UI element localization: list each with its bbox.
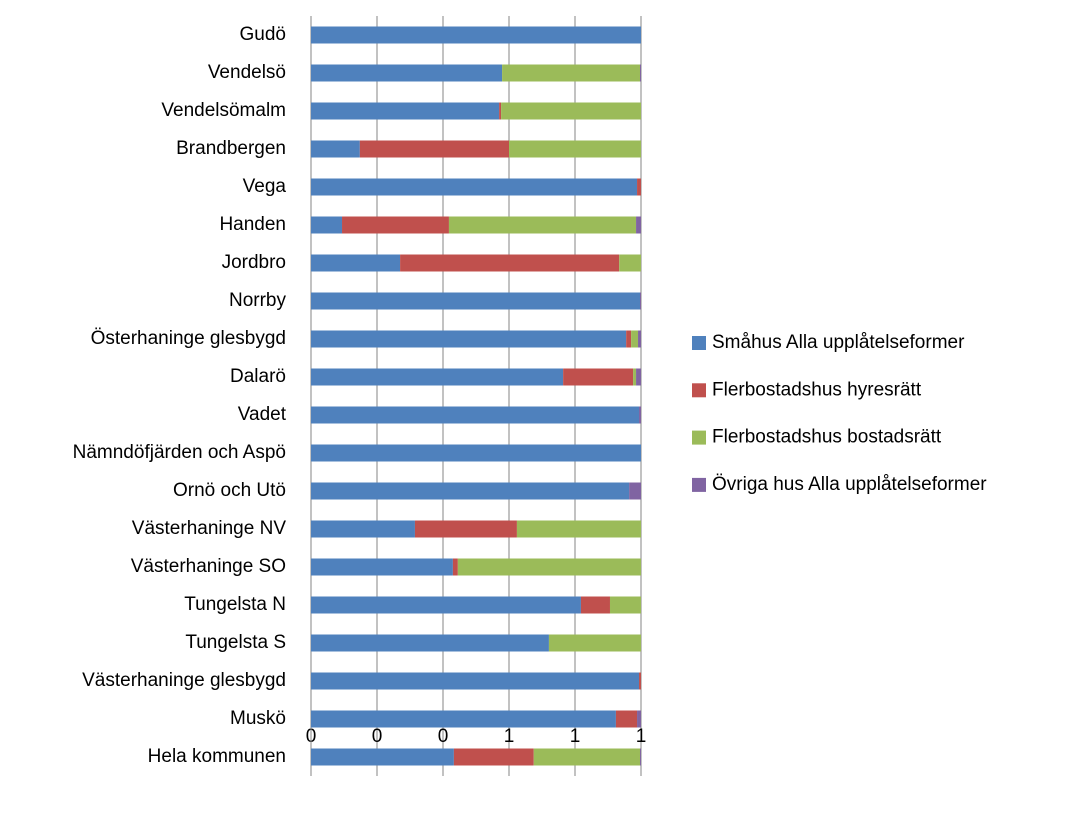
bar-segment — [615, 710, 638, 728]
bar-segment — [359, 140, 509, 158]
y-tick-label: Brandbergen — [176, 138, 286, 159]
y-tick-label: Österhaninge glesbygd — [91, 328, 286, 349]
bar-segment — [311, 444, 641, 462]
bar-segment — [311, 330, 627, 348]
bar-segment — [311, 178, 638, 196]
bar-segment — [633, 368, 637, 386]
bar-segment — [311, 520, 415, 538]
bar-segment — [311, 672, 640, 690]
y-tick-label: Tungelsta N — [184, 594, 286, 615]
bar-segment — [533, 748, 641, 766]
bar-segment — [640, 292, 641, 310]
y-tick-label: Hela kommunen — [148, 746, 286, 767]
bar-segment — [311, 634, 549, 652]
legend-label: Flerbostadshus hyresrätt — [712, 379, 922, 400]
bar-segment — [639, 406, 641, 424]
bar-segment — [311, 140, 360, 158]
bar-segment — [626, 330, 632, 348]
bar-segment — [640, 64, 641, 82]
x-tick-label: 1 — [636, 726, 647, 747]
bar-segment — [311, 596, 581, 614]
bar-segment — [311, 368, 564, 386]
bar-segment — [636, 216, 641, 234]
bar-segment — [311, 292, 641, 310]
legend-swatch — [692, 430, 706, 445]
bar-segment — [638, 330, 641, 348]
bar-segment — [311, 102, 500, 120]
bar-segment — [311, 26, 641, 44]
y-tick-label: Västerhaninge NV — [132, 518, 287, 539]
legend-swatch — [692, 477, 706, 492]
bar-segment — [509, 140, 641, 158]
bar-segment — [342, 216, 449, 234]
bar-segment — [311, 482, 630, 500]
bar-segment — [580, 596, 610, 614]
bar-segment — [453, 748, 534, 766]
bar-segment — [499, 102, 502, 120]
y-tick-label: Vadet — [238, 404, 287, 425]
x-tick-label: 1 — [504, 726, 515, 747]
y-tick-label: Västerhaninge SO — [131, 556, 286, 577]
y-tick-label: Vendelsö — [208, 62, 286, 83]
bar-segment — [311, 748, 454, 766]
bar-segment — [311, 64, 503, 82]
x-tick-label: 1 — [570, 726, 581, 747]
x-tick-label: 0 — [438, 726, 449, 747]
bar-segment — [452, 558, 458, 576]
bar-segment — [639, 672, 641, 690]
legend-swatch — [692, 383, 706, 398]
y-tick-label: Norrby — [229, 290, 287, 311]
y-tick-label: Dalarö — [230, 366, 286, 387]
bar-segment — [311, 254, 401, 272]
bar-segment — [563, 368, 634, 386]
y-tick-label: Jordbro — [222, 252, 286, 273]
bar-segment — [548, 634, 641, 652]
legend-label: Flerbostadshus bostadsrätt — [712, 427, 942, 448]
y-tick-label: Västerhaninge glesbygd — [82, 670, 286, 691]
bar-segment — [448, 216, 637, 234]
bar-segment — [400, 254, 620, 272]
y-tick-label: Ornö och Utö — [173, 480, 286, 501]
y-tick-label: Nämndöfjärden och Aspö — [73, 442, 286, 463]
bar-segment — [629, 482, 641, 500]
y-tick-label: Vega — [243, 176, 287, 197]
bar-segment — [311, 558, 453, 576]
bar-segment — [311, 406, 640, 424]
legend-label: Småhus Alla upplåtelseformer — [712, 332, 965, 353]
y-tick-label: Vendelsömalm — [161, 100, 286, 121]
bar-segment — [502, 64, 641, 82]
bar-segment — [501, 102, 641, 120]
y-tick-label: Gudö — [240, 24, 286, 45]
x-tick-label: 0 — [372, 726, 383, 747]
y-tick-label: Tungelsta S — [185, 632, 286, 653]
bar-segment — [637, 178, 641, 196]
bar-segment — [636, 368, 641, 386]
bar-segment — [640, 748, 641, 766]
bar-segment — [631, 330, 639, 348]
legend-swatch — [692, 336, 706, 350]
bar-segment — [637, 710, 641, 728]
y-tick-label: Muskö — [230, 708, 286, 729]
bar-segment — [619, 254, 641, 272]
bar-segment — [609, 596, 641, 614]
bar-segment — [311, 710, 616, 728]
bar-segment — [516, 520, 641, 538]
bar-segment — [414, 520, 517, 538]
y-tick-label: Handen — [219, 214, 286, 235]
legend-label: Övriga hus Alla upplåtelseformer — [712, 474, 987, 495]
bar-segment — [457, 558, 641, 576]
bar-segment — [311, 216, 343, 234]
